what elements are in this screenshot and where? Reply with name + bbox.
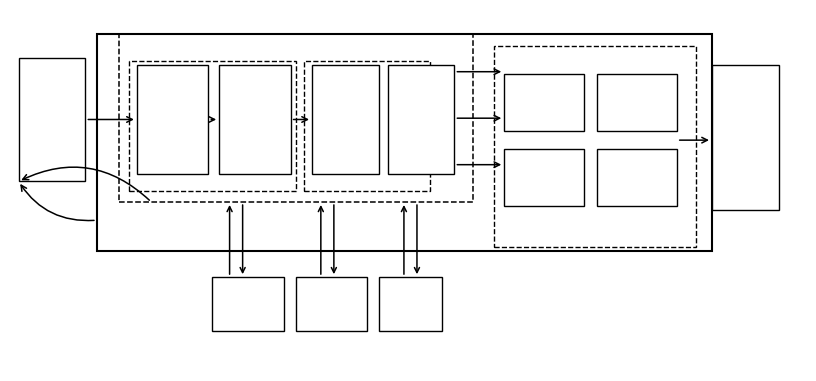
Bar	[712, 65, 778, 210]
Bar	[130, 61, 296, 190]
Bar	[494, 46, 695, 247]
Bar	[379, 277, 442, 331]
Bar	[304, 61, 430, 190]
Bar	[219, 65, 290, 174]
Bar	[312, 65, 379, 174]
Bar	[504, 74, 584, 131]
Bar	[597, 149, 676, 206]
Bar	[97, 34, 712, 251]
Bar	[19, 58, 86, 181]
Bar	[212, 277, 284, 331]
Bar	[119, 34, 473, 202]
Bar	[137, 65, 208, 174]
Bar	[504, 149, 584, 206]
Bar	[388, 65, 455, 174]
Bar	[597, 74, 676, 131]
Bar	[295, 277, 367, 331]
